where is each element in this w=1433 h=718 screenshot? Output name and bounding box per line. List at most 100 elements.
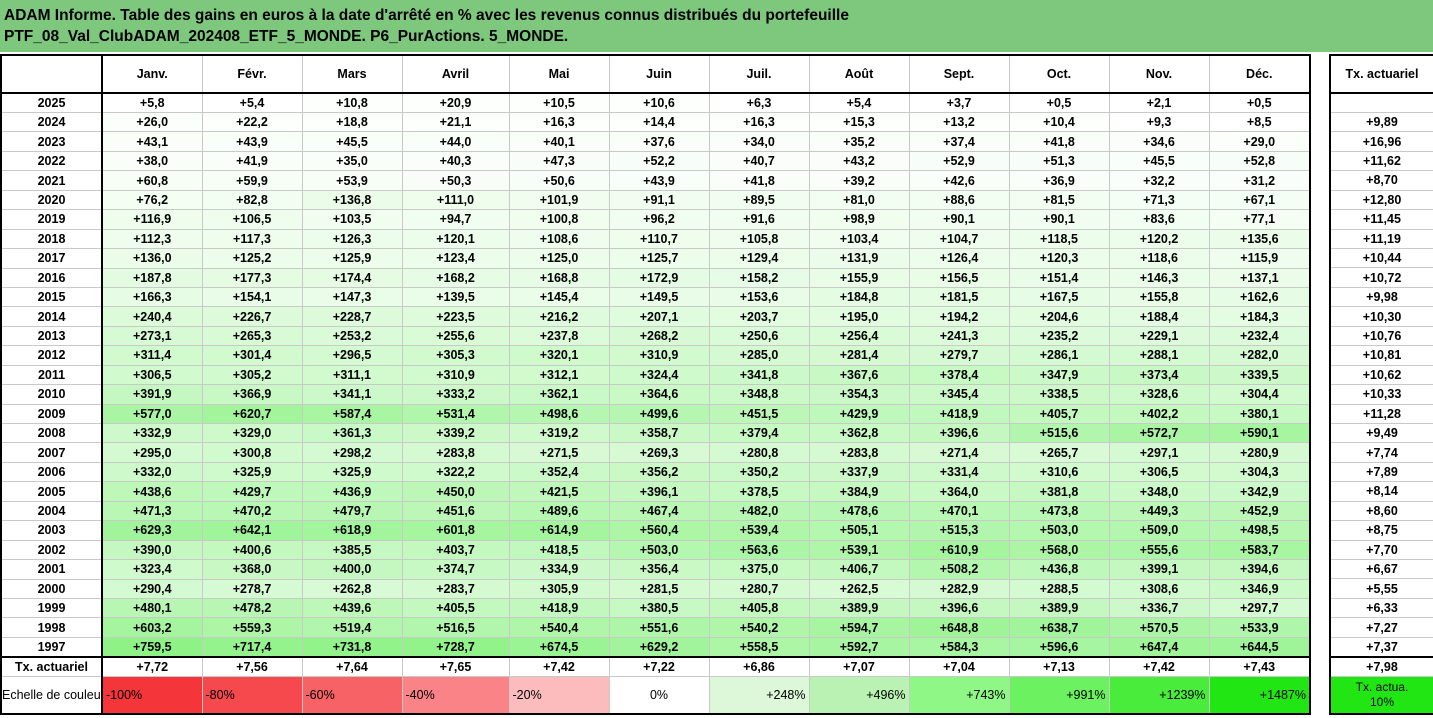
gain-cell: +265,3 [201,325,303,347]
gain-cell: +35,2 [808,131,910,152]
gain-cell: +149,5 [608,286,710,308]
gain-cell: +278,7 [201,578,303,599]
gain-cell: +281,5 [608,578,710,599]
gain-cell: +405,5 [401,597,510,619]
rate-cell: +10,81 [1329,345,1433,366]
gain-cell: +20,9 [401,92,510,113]
color-scale-label: Echelle de couleur [0,675,103,715]
table-row: 2006 +332,0 +325,9 +325,9 +322,2 +352,4 +356,2… [0,461,1311,483]
gain-cell: +52,2 [608,150,710,172]
gain-cell: +516,5 [401,617,510,638]
rate-cell: +9,49 [1329,422,1433,444]
year-cell: 2015 [0,286,103,308]
gain-cell: +373,4 [1108,364,1210,386]
gain-cell: +118,5 [1008,228,1110,250]
gain-cell: +348,0 [1108,481,1210,502]
gain-cell: +50,3 [401,170,510,191]
gain-cell: +310,6 [1008,461,1110,483]
gain-cell: +298,2 [301,442,403,463]
rate-row: +7,74 [1329,442,1433,463]
gain-cell: +418,9 [508,597,610,619]
gain-cell: +177,3 [201,267,303,288]
gain-cell: +384,9 [808,481,910,502]
average-row: Tx. actuariel +7,72 +7,56 +7,64 +7,65 +7,42 +7… [0,655,1311,677]
gain-cell: +91,1 [608,189,710,211]
color-scale-step: -20% [508,675,610,715]
gain-cell: +306,5 [101,364,203,386]
gain-cell: +82,8 [201,189,303,211]
year-cell: 2021 [0,170,103,191]
gain-cell: +280,9 [1208,442,1311,463]
gain-cell: +94,7 [401,209,510,230]
average-cell: +7,56 [201,655,303,677]
gain-cell: +558,5 [708,636,810,658]
gain-cell: +146,3 [1108,267,1210,288]
gain-cell: +381,8 [1008,481,1110,502]
gain-cell: +10,6 [608,92,710,113]
year-cell: 2020 [0,189,103,211]
gain-cell: +125,2 [201,248,303,269]
year-cell: 2004 [0,500,103,522]
gain-cell: +172,9 [608,267,710,288]
gain-cell: +136,8 [301,189,403,211]
gain-cell: +366,9 [201,384,303,405]
gain-cell: +216,2 [508,306,610,327]
gain-cell: +717,4 [201,636,303,658]
gain-cell: +168,8 [508,267,610,288]
gain-cell: +103,5 [301,209,403,230]
rate-row: +6,33 [1329,597,1433,619]
gain-cell: +43,2 [808,150,910,172]
rate-row: +10,33 [1329,384,1433,405]
gain-cell: +498,6 [508,403,610,425]
gain-cell: +187,8 [101,267,203,288]
rate-cell: +10,33 [1329,384,1433,405]
gain-cell: +438,6 [101,481,203,502]
gain-cell: +629,3 [101,520,203,541]
rate-cell: +7,74 [1329,442,1433,463]
year-cell: 2014 [0,306,103,327]
gain-cell: +81,0 [808,189,910,211]
gain-cell: +531,4 [401,403,510,425]
header-corner [0,54,103,94]
month-header: Janv. [101,54,203,94]
gain-cell: +400,6 [201,539,303,561]
average-cell: +7,13 [1008,655,1110,677]
gain-cell: +629,2 [608,636,710,658]
gain-cell: +47,3 [508,150,610,172]
gain-cell: +223,5 [401,306,510,327]
gain-cell: +342,9 [1208,481,1311,502]
gain-cell: +577,0 [101,403,203,425]
gain-cell: +34,0 [708,131,810,152]
gain-cell: +329,0 [201,422,303,444]
table-row: 2000 +290,4 +278,7 +262,8 +283,7 +305,9 +281,5… [0,578,1311,599]
gain-cell: +108,6 [508,228,610,250]
gain-cell: +21,1 [401,111,510,133]
year-cell: 2003 [0,520,103,541]
gain-cell: +555,6 [1108,539,1210,561]
average-rate-row: +7,98 [1329,655,1433,677]
gain-cell: +310,9 [401,364,510,386]
gain-cell: +232,4 [1208,325,1311,347]
average-cell: +7,07 [808,655,910,677]
gain-cell: +361,3 [301,422,403,444]
gain-cell: +489,6 [508,500,610,522]
gain-cell: +35,0 [301,150,403,172]
gain-cell: +90,1 [1008,209,1110,230]
gain-cell: +117,3 [201,228,303,250]
gain-cell: +120,1 [401,228,510,250]
table-row: 2024 +26,0 +22,2 +18,8 +21,1 +16,3 +14,4 +16,3 +… [0,111,1311,133]
gain-cell: +300,8 [201,442,303,463]
gain-cell: +305,2 [201,364,303,386]
gain-cell: +98,9 [808,209,910,230]
gain-cell: +290,4 [101,578,203,599]
rate-cell: +8,70 [1329,170,1433,191]
rate-cell: +10,62 [1329,364,1433,386]
gain-cell: +332,0 [101,461,203,483]
gain-cell: +96,2 [608,209,710,230]
gain-cell: +40,3 [401,150,510,172]
gain-cell: +540,2 [708,617,810,638]
gain-cell: +240,4 [101,306,203,327]
average-cell: +7,43 [1208,655,1311,677]
rate-cell [1329,92,1433,113]
gain-cell: +104,7 [908,228,1010,250]
